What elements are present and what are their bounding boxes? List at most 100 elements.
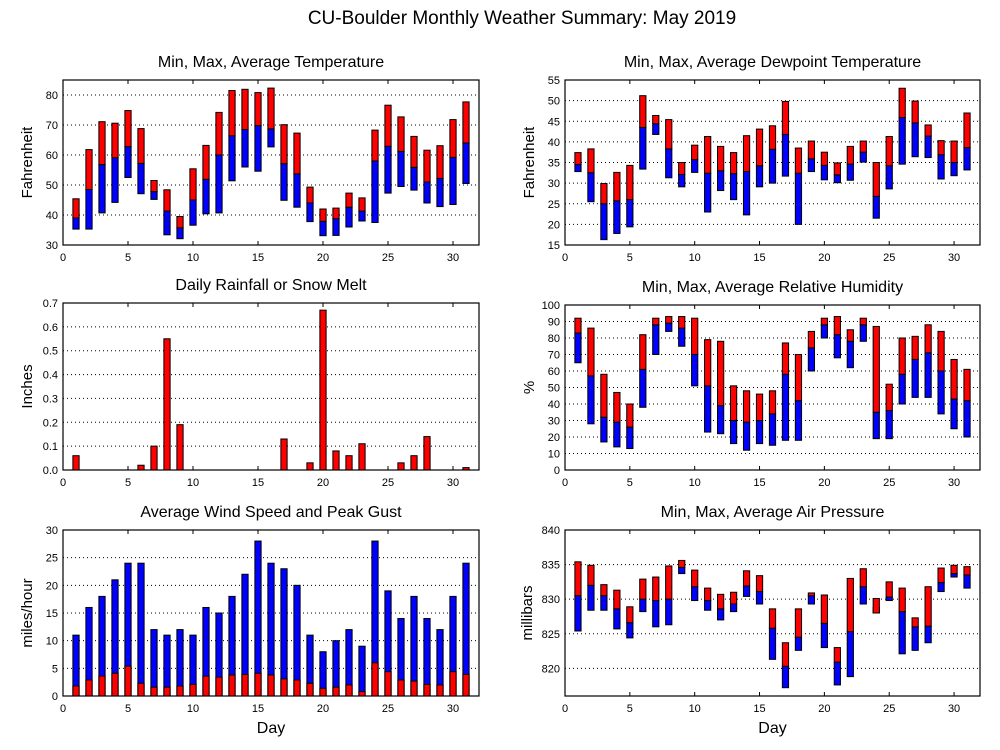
humidity-bar-min-avg — [652, 324, 660, 355]
humidity-bar-avg-max — [820, 317, 828, 326]
humidity-xtick-label: 15 — [753, 477, 765, 489]
rainfall-ylabel: Inches — [19, 364, 36, 408]
wind-bar-avg — [345, 684, 353, 697]
wind-bar-gust — [254, 540, 262, 697]
dewpoint-bar-min-avg — [600, 203, 608, 241]
pressure-bar-avg-max — [717, 593, 725, 610]
pressure-bar-avg-max — [729, 591, 738, 605]
dewpoint-xtick-label: 25 — [883, 252, 895, 264]
temperature-bar-avg-max — [462, 101, 470, 144]
pressure-bar-avg-max — [885, 581, 893, 598]
dewpoint-bar-avg-max — [652, 114, 660, 125]
dewpoint-bar-min-avg — [846, 163, 854, 181]
temperature-bar-avg-max — [306, 186, 314, 204]
wind-bar-avg — [124, 665, 132, 697]
wind-bar-avg — [462, 673, 470, 697]
temperature-chart: Min, Max, Average Temperature30405060708… — [19, 54, 480, 264]
rainfall-xtick-label: 20 — [317, 477, 329, 489]
humidity-ytick-label: 70 — [548, 350, 560, 362]
page-title: CU-Boulder Monthly Weather Summary: May … — [308, 8, 736, 29]
dewpoint-title: Min, Max, Average Dewpoint Temperature — [624, 54, 921, 71]
temperature-bar-avg-max — [189, 168, 197, 201]
temperature-bar-avg-max — [150, 180, 158, 193]
dewpoint-bar-min-avg — [717, 170, 725, 192]
dewpoint-bar-avg-max — [937, 140, 945, 156]
wind-xlabel: Day — [257, 720, 285, 737]
wind-xtick-label: 25 — [382, 703, 394, 715]
wind-bar-avg — [397, 679, 405, 697]
humidity-ytick-label: 30 — [548, 416, 560, 428]
dewpoint-bar-min-avg — [768, 148, 777, 184]
humidity-xtick-label: 0 — [562, 477, 568, 489]
pressure-xtick-label: 0 — [562, 703, 568, 715]
dewpoint-bar-min-avg — [613, 200, 621, 234]
temperature-bar-avg-max — [215, 111, 223, 156]
rainfall-bar — [423, 436, 431, 471]
pressure-bar-avg-max — [794, 608, 803, 638]
dewpoint-xtick-label: 5 — [627, 252, 633, 264]
humidity-bar-avg-max — [898, 337, 906, 375]
temperature-bar-avg-max — [358, 197, 366, 212]
dewpoint-bar-avg-max — [639, 95, 647, 128]
pressure-bar-min-avg — [963, 574, 971, 589]
temperature-bar-min-avg — [423, 181, 431, 204]
wind-bar-avg — [267, 674, 275, 697]
dewpoint-xtick-label: 15 — [753, 252, 765, 264]
temperature-xtick-label: 25 — [382, 252, 394, 264]
wind-bar-avg — [436, 684, 444, 697]
dewpoint-bar-avg-max — [924, 124, 932, 137]
dewpoint-xtick-label: 10 — [689, 252, 701, 264]
dewpoint-xtick-label: 30 — [948, 252, 960, 264]
humidity-bar-min-avg — [950, 398, 958, 430]
pressure-bar-avg-max — [652, 576, 660, 602]
temperature-bar-min-avg — [345, 206, 353, 228]
humidity-bar-min-avg — [807, 347, 816, 372]
dewpoint-bar-min-avg — [859, 151, 867, 163]
wind-xtick-label: 20 — [317, 703, 329, 715]
rainfall-bar — [163, 338, 171, 471]
temperature-xtick-label: 30 — [447, 252, 459, 264]
dewpoint-bar-avg-max — [600, 183, 608, 205]
humidity-bar-avg-max — [704, 339, 712, 387]
dewpoint-chart: Min, Max, Average Dewpoint Temperature 15… — [521, 54, 981, 264]
temperature-ytick-label: 40 — [46, 210, 58, 222]
temperature-bar-min-avg — [410, 166, 418, 191]
wind-xtick-label: 5 — [125, 703, 131, 715]
pressure-bar-avg-max — [691, 569, 699, 588]
wind-bar-avg — [215, 676, 223, 697]
temperature-bar-avg-max — [85, 149, 93, 191]
temperature-bar-min-avg — [371, 160, 379, 223]
rainfall-ytick-label: 0.0 — [43, 465, 58, 477]
humidity-bar-avg-max — [846, 329, 854, 342]
temperature-bar-avg-max — [176, 216, 184, 229]
humidity-ylabel: % — [521, 381, 538, 394]
pressure-bar-avg-max — [678, 559, 686, 568]
humidity-bar-min-avg — [846, 340, 854, 369]
wind-bar-gust — [293, 584, 301, 697]
humidity-bar-min-avg — [717, 405, 725, 435]
wind-bar-avg — [228, 674, 236, 697]
dewpoint-bar-avg-max — [587, 148, 595, 174]
pressure-bar-avg-max — [807, 592, 816, 597]
dewpoint-ytick-label: 50 — [548, 96, 560, 108]
humidity-plot-frame — [564, 304, 981, 471]
dewpoint-bar-avg-max — [846, 145, 854, 165]
humidity-bar-avg-max — [639, 334, 647, 370]
temperature-xtick-label: 0 — [60, 252, 66, 264]
wind-xtick-label: 30 — [447, 703, 459, 715]
wind-xtick-label: 0 — [60, 703, 66, 715]
dewpoint-bar-min-avg — [755, 165, 764, 188]
temperature-bar-avg-max — [371, 129, 379, 162]
dewpoint-bar-avg-max — [781, 100, 790, 135]
temperature-bar-avg-max — [293, 132, 301, 175]
pressure-bar-min-avg — [846, 631, 854, 678]
humidity-bar-avg-max — [911, 335, 919, 360]
pressure-bar-avg-max — [950, 564, 958, 575]
dewpoint-ytick-label: 35 — [548, 158, 560, 170]
rainfall-ytick-label: 0.5 — [43, 346, 58, 358]
temperature-bar-avg-max — [254, 92, 262, 127]
humidity-bar-min-avg — [639, 368, 647, 408]
temperature-ytick-label: 30 — [46, 240, 58, 252]
dewpoint-bar-min-avg — [781, 133, 790, 177]
dewpoint-bar-avg-max — [872, 162, 880, 197]
